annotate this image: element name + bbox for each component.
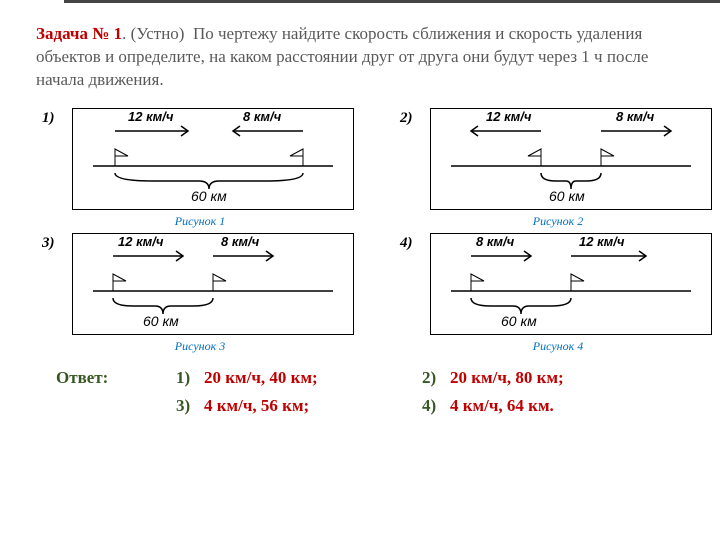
problem-statement: Задача № 1. (Устно) По чертежу найдите с…: [36, 23, 690, 92]
p4-speed-right: 12 км/ч: [579, 234, 624, 249]
p4-speed-left: 8 км/ч: [476, 234, 514, 249]
p2-speed-right: 8 км/ч: [616, 109, 654, 124]
panel-2-box: 12 км/ч 8 км/ч 60 км: [430, 108, 712, 210]
answers-block: Ответ: 1)20 км/ч, 40 км; 2)20 км/ч, 80 к…: [36, 368, 690, 416]
p3-caption: Рисунок 3: [46, 339, 354, 354]
panel-number: 2): [400, 110, 413, 127]
a1-n: 1): [176, 368, 204, 388]
p4-caption: Рисунок 4: [404, 339, 712, 354]
p4-distance: 60 км: [501, 313, 537, 329]
p1-caption: Рисунок 1: [46, 214, 354, 229]
panel-2: 2) 12 км/ч 8 км/ч 60 км Рисунок 2: [404, 108, 712, 229]
panel-3-box: 12 км/ч 8 км/ч 60 км: [72, 233, 354, 335]
panel-1-box: 12 км/ч 8 км/ч 60 км: [72, 108, 354, 210]
a3-v: 4 км/ч, 56 км;: [204, 396, 309, 415]
p3-speed-right: 8 км/ч: [221, 234, 259, 249]
a2-n: 2): [422, 368, 450, 388]
p1-speed-right: 8 км/ч: [243, 109, 281, 124]
panel-4: 4) 8 км/ч 12 км/ч 60 км Рисунок 4: [404, 233, 712, 354]
p1-speed-left: 12 км/ч: [128, 109, 173, 124]
panel-number: 3): [42, 235, 55, 252]
p3-speed-left: 12 км/ч: [118, 234, 163, 249]
answer-label: Ответ:: [36, 368, 176, 388]
header-rule: [64, 0, 720, 3]
a4-n: 4): [422, 396, 450, 416]
task-body: По чертежу найдите скорость сближения и …: [36, 24, 648, 89]
panel-number: 4): [400, 235, 413, 252]
figure-grid: 1) 12 км/ч 8 км/ч 60 км Рису: [36, 108, 690, 354]
p2-caption: Рисунок 2: [404, 214, 712, 229]
a3-n: 3): [176, 396, 204, 416]
panel-4-box: 8 км/ч 12 км/ч 60 км: [430, 233, 712, 335]
task-note: (Устно): [131, 24, 185, 43]
panel-4-svg: [431, 234, 711, 334]
panel-3-svg: [73, 234, 353, 334]
panel-1: 1) 12 км/ч 8 км/ч 60 км Рису: [46, 108, 354, 229]
task-title: Задача № 1: [36, 24, 122, 43]
page: Задача № 1. (Устно) По чертежу найдите с…: [0, 17, 720, 416]
panel-number: 1): [42, 110, 55, 127]
a2-v: 20 км/ч, 80 км;: [450, 368, 564, 387]
a4-v: 4 км/ч, 64 км.: [450, 396, 554, 415]
a1-v: 20 км/ч, 40 км;: [204, 368, 318, 387]
p2-distance: 60 км: [549, 188, 585, 204]
p3-distance: 60 км: [143, 313, 179, 329]
p1-distance: 60 км: [191, 188, 227, 204]
panel-3: 3) 12 км/ч 8 км/ч 60 км Рисунок 3: [46, 233, 354, 354]
p2-speed-left: 12 км/ч: [486, 109, 531, 124]
